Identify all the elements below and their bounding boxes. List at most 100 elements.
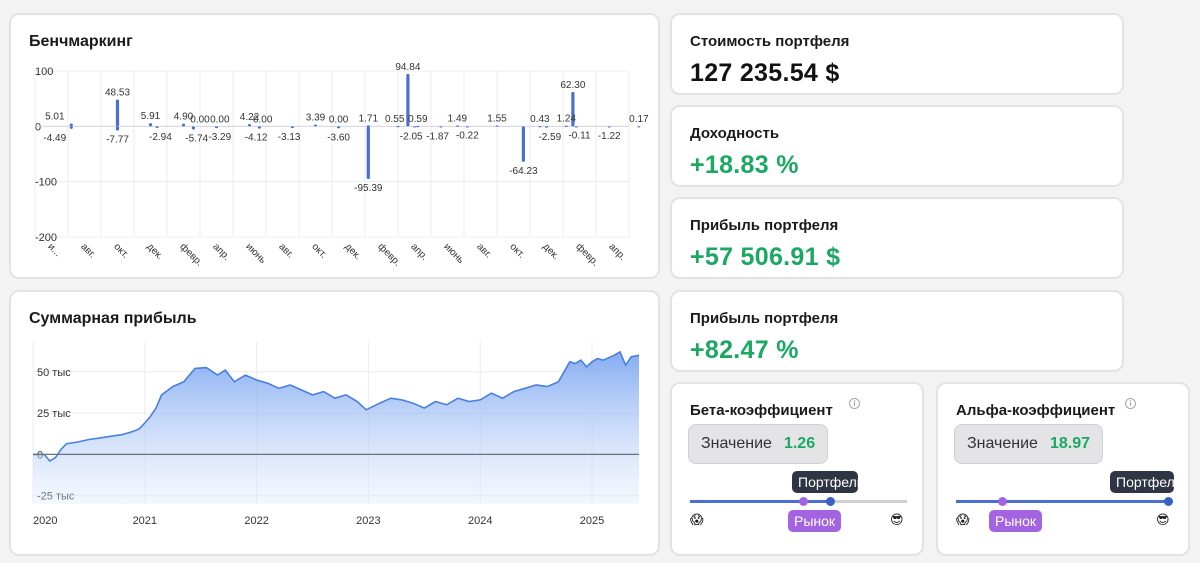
cumulative-profit-card: Суммарная прибыль 2020 2021 2022 2023 2024 20… bbox=[9, 290, 660, 556]
profit-abs-value: +57 506.91 $ bbox=[690, 243, 841, 271]
x-tick-label: апр. bbox=[606, 241, 627, 262]
data-label: 4.22 bbox=[240, 112, 260, 123]
data-label: -3.60 bbox=[327, 132, 350, 143]
beta-title: Бета-коэффициент bbox=[690, 402, 833, 419]
beta-value: 1.26 bbox=[783, 435, 816, 452]
data-label: 4.90 bbox=[174, 112, 194, 123]
data-label: -1.22 bbox=[598, 131, 621, 142]
bar bbox=[155, 126, 159, 128]
portfolio-value: 127 235.54 $ bbox=[690, 59, 840, 87]
bar bbox=[313, 124, 318, 127]
x-tick-label: 2025 bbox=[580, 515, 604, 527]
data-label: 1.55 bbox=[487, 113, 507, 124]
bar bbox=[574, 126, 578, 128]
y-tick-label: -200 bbox=[35, 232, 57, 244]
bar bbox=[290, 126, 294, 129]
x-tick-label: авг. bbox=[474, 241, 493, 260]
data-label: -95.39 bbox=[354, 183, 383, 194]
bar bbox=[495, 125, 499, 127]
alpha-value: 18.97 bbox=[1049, 435, 1090, 452]
x-tick-label: окт. bbox=[111, 241, 130, 260]
beta-scale-fill bbox=[690, 500, 831, 503]
data-label: -64.23 bbox=[509, 166, 538, 177]
x-tick-label: апр. bbox=[408, 241, 429, 262]
data-label: -3.13 bbox=[278, 132, 301, 143]
return-card: Доходность +18.83 % bbox=[670, 105, 1124, 187]
alpha-market-tag: Рынок bbox=[989, 510, 1042, 532]
x-tick-label: окт. bbox=[309, 241, 328, 260]
data-label: -2.59 bbox=[538, 132, 561, 143]
data-label: -0.22 bbox=[456, 130, 479, 141]
bar bbox=[366, 125, 370, 127]
profit-abs-label: Прибыль портфеля bbox=[690, 217, 839, 234]
x-tick-label: дек. bbox=[144, 241, 165, 262]
beta-value-label: Значение bbox=[701, 435, 772, 452]
data-label: -5.74 bbox=[185, 134, 208, 145]
data-label: 0.59 bbox=[408, 114, 428, 125]
bar bbox=[439, 126, 443, 128]
bar bbox=[455, 125, 459, 127]
x-tick-label: апр. bbox=[210, 241, 231, 262]
x-tick-label: июнь bbox=[243, 241, 268, 266]
y-tick-label: -100 bbox=[35, 177, 57, 189]
bar bbox=[465, 126, 469, 128]
bar bbox=[366, 126, 370, 180]
data-label: 3.39 bbox=[306, 112, 326, 123]
bar bbox=[396, 126, 400, 128]
y-tick-label: 50 тыс bbox=[37, 367, 71, 379]
cool-face-icon: 😎 bbox=[1156, 512, 1170, 527]
bar bbox=[214, 126, 219, 129]
data-label: -4.12 bbox=[245, 133, 268, 144]
beta-portfolio-tag: Портфель bbox=[792, 471, 858, 493]
data-label: 5.01 bbox=[45, 112, 65, 123]
scared-face-icon: 😱 bbox=[956, 512, 970, 527]
bar bbox=[607, 126, 611, 128]
beta-market-marker bbox=[799, 497, 808, 506]
bar bbox=[148, 123, 153, 127]
return-value: +18.83 % bbox=[690, 151, 799, 179]
portfolio-value-card: Стоимость портфеля 127 235.54 $ bbox=[670, 13, 1124, 95]
benchmark-title: Бенчмаркинг bbox=[29, 33, 133, 50]
bar bbox=[416, 126, 420, 128]
alpha-scale-fill bbox=[956, 500, 1168, 503]
x-tick-label: 2022 bbox=[244, 515, 268, 527]
data-label: 1.71 bbox=[359, 113, 379, 124]
info-icon[interactable]: i bbox=[849, 398, 860, 409]
data-label: 0.17 bbox=[629, 114, 649, 125]
bar bbox=[115, 126, 120, 131]
data-label: 48.53 bbox=[105, 87, 130, 98]
x-tick-label: февр. bbox=[375, 241, 403, 269]
info-icon[interactable]: i bbox=[1125, 398, 1136, 409]
x-tick-label: 2021 bbox=[133, 515, 157, 527]
data-label: -7.77 bbox=[106, 135, 129, 146]
alpha-portfolio-tag: Портфель bbox=[1110, 471, 1174, 493]
bar bbox=[571, 91, 575, 127]
x-tick-label: авг. bbox=[276, 241, 295, 260]
alpha-title: Альфа-коэффициент bbox=[956, 402, 1116, 419]
data-label: -2.94 bbox=[149, 132, 172, 143]
portfolio-value-label: Стоимость портфеля bbox=[690, 33, 850, 50]
x-tick-label: июнь bbox=[441, 241, 466, 266]
data-label: 94.84 bbox=[395, 62, 420, 73]
profit-pct-card: Прибыль портфеля +82.47 % bbox=[670, 290, 1124, 372]
alpha-value-box: Значение 18.97 bbox=[954, 424, 1103, 464]
beta-value-box: Значение 1.26 bbox=[688, 424, 829, 464]
bar bbox=[406, 73, 410, 127]
bar bbox=[412, 126, 417, 128]
data-label: 0.00 bbox=[190, 114, 210, 125]
bar bbox=[257, 126, 261, 129]
profit-area bbox=[33, 351, 639, 504]
data-label: -2.05 bbox=[400, 131, 423, 142]
alpha-portfolio-marker bbox=[1164, 497, 1173, 506]
bar bbox=[544, 126, 549, 128]
data-label: 0.00 bbox=[210, 114, 230, 125]
return-label: Доходность bbox=[690, 125, 780, 142]
bar bbox=[538, 126, 542, 128]
beta-card: Бета-коэффициент i Значение 1.26 Портфел… bbox=[670, 382, 924, 556]
y-tick-label: 100 bbox=[35, 66, 53, 78]
y-tick-label: 0 bbox=[35, 121, 41, 133]
profit-line bbox=[33, 350, 640, 463]
benchmark-chart[interactable]: 100 0 -100 -200 5.01 -4.49 48.53 -7.77 5.91 -2.94… bbox=[11, 55, 658, 275]
x-tick-label: февр. bbox=[177, 241, 205, 269]
